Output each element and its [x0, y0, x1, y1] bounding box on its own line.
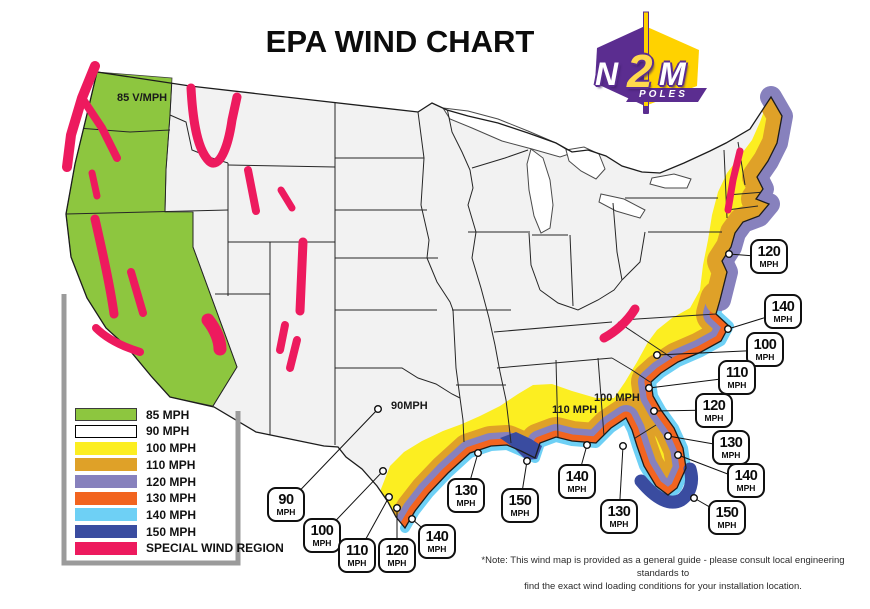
logo-letter-m: M: [659, 56, 686, 92]
legend-label: 100 MPH: [146, 441, 197, 456]
lake-erie: [598, 193, 646, 219]
logo-letter-2: 2: [627, 45, 653, 97]
special-wind-nm-dash1: [276, 321, 289, 354]
map-label-90mph: 90MPH: [391, 400, 428, 412]
special-wind-vt: [724, 147, 744, 214]
legend-swatch-140mph: [75, 508, 137, 522]
special-wind-nm-dash2: [286, 336, 301, 372]
legend-label: 140 MPH: [146, 507, 197, 522]
logo-hexagon-graphic: [595, 11, 707, 114]
special-wind-or: [88, 169, 101, 200]
legend-row-85mph: 85 MPH: [75, 408, 284, 422]
logo-hexagon-right: [645, 26, 699, 106]
legend-swatch-85mph: [75, 408, 137, 422]
legend: 85 MPH 90 MPH 100 MPH 110 MPH 120 MPH 13…: [75, 408, 284, 558]
lake-ontario: [649, 173, 692, 189]
special-wind-co: [295, 237, 308, 316]
legend-row-140mph: 140 MPH: [75, 508, 284, 522]
legend-label: SPECIAL WIND REGION: [146, 541, 284, 556]
legend-label: 150 MPH: [146, 524, 197, 539]
callout-90mph-texas: 90 MPH: [267, 487, 305, 522]
callout-140mph-panhandle: 140 MPH: [558, 464, 596, 499]
legend-swatch-110mph: [75, 458, 137, 472]
legend-swatch-90mph: [75, 424, 137, 438]
legend-bracket: [61, 294, 241, 566]
special-wind-ca-sierra: [90, 214, 119, 319]
legend-row-120mph: 120 MPH: [75, 475, 284, 489]
great-lakes: [442, 107, 692, 234]
special-wind-ca-dash: [127, 268, 147, 317]
lake-michigan: [526, 148, 554, 234]
zone-150mph-florida-tip: [634, 462, 699, 509]
legend-swatch-150mph: [75, 525, 137, 539]
legend-swatch-130mph: [75, 491, 137, 505]
map-label-85vmph: 85 V/MPH: [117, 92, 168, 104]
callout-120mph-texas: 120 MPH: [378, 538, 416, 573]
logo-pole-base: [643, 106, 649, 114]
footnote-line2: find the exact wind loading conditions f…: [524, 580, 802, 592]
map-label-100mph: 100 MPH: [594, 392, 640, 404]
logo-hexagon-left: [595, 26, 645, 106]
legend-label: 130 MPH: [146, 491, 197, 506]
callout-140mph-texas: 140 MPH: [418, 524, 456, 559]
special-wind-mt-dash1: [244, 166, 260, 215]
legend-label: 85 MPH: [146, 407, 190, 422]
legend-row-110mph: 110 MPH: [75, 458, 284, 472]
legend-label: 120 MPH: [146, 474, 197, 489]
legend-swatch-special-wind: [75, 541, 137, 555]
logo-banner: [626, 88, 707, 102]
special-wind-wa-branch: [78, 94, 121, 162]
legend-row-150mph: 150 MPH: [75, 525, 284, 539]
legend-row-special-wind: SPECIAL WIND REGION: [75, 541, 284, 556]
callout-130mph-florida-east: 130 MPH: [712, 430, 750, 465]
callout-120mph-florida-ne: 120 MPH: [695, 393, 733, 428]
page-title: EPA WIND CHART: [265, 24, 535, 59]
callout-dots: [374, 249, 734, 524]
map-label-110mph: 110 MPH: [552, 404, 598, 416]
n2m-poles-logo: N 2 M POLES: [585, 10, 717, 118]
special-wind-az: [201, 313, 227, 356]
logo-subtitle: POLES: [639, 89, 688, 100]
lake-superior: [442, 107, 574, 158]
state-borders: [66, 77, 766, 445]
legend-row-130mph: 130 MPH: [75, 491, 284, 505]
legend-swatch-120mph: [75, 475, 137, 488]
callout-120mph-midatlantic: 120 MPH: [750, 239, 788, 274]
special-wind-wa-coast: [62, 61, 100, 172]
callout-140mph-florida-se: 140 MPH: [727, 463, 765, 498]
legend-label: 110 MPH: [146, 457, 196, 472]
callout-130mph-louisiana: 130 MPH: [447, 478, 485, 513]
footnote-line1: *Note: This wind map is provided as a ge…: [481, 555, 845, 579]
special-wind-ca-south: [92, 324, 144, 356]
footnote: *Note: This wind map is provided as a ge…: [462, 555, 864, 593]
legend-row-90mph: 90 MPH: [75, 424, 284, 439]
special-wind-id-mt: [186, 83, 242, 168]
callout-110mph-texas: 110 MPH: [338, 538, 376, 573]
callout-100mph-texas: 100 MPH: [303, 518, 341, 553]
legend-label: 90 MPH: [146, 424, 190, 439]
lake-huron: [565, 146, 606, 180]
logo-letter-n: N: [595, 56, 619, 92]
special-wind-tn: [599, 304, 640, 343]
callout-150mph-florida-tip: 150 MPH: [708, 500, 746, 535]
special-wind-mt-dash2: [277, 186, 296, 212]
special-wind-regions: [62, 61, 744, 372]
callout-130mph-florida-west: 130 MPH: [600, 499, 638, 534]
legend-swatch-100mph: [75, 441, 137, 455]
legend-row-100mph: 100 MPH: [75, 441, 284, 455]
callout-140mph-outerbanks: 140 MPH: [764, 294, 802, 329]
callout-150mph-delta: 150 MPH: [501, 488, 539, 523]
callout-110mph-georgia: 110 MPH: [718, 360, 756, 395]
